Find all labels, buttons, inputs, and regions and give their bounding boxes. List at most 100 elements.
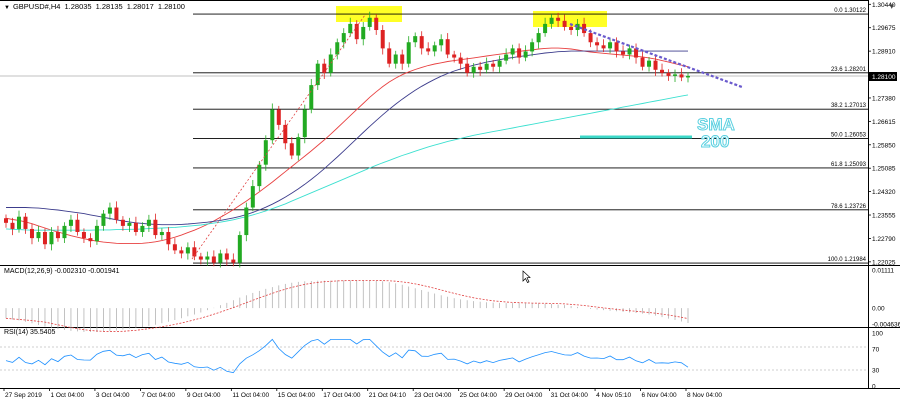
candle-body-27	[179, 250, 184, 254]
candle-body-45	[296, 137, 301, 156]
candle-body-26	[172, 244, 177, 251]
candle-body-62	[406, 42, 411, 64]
candle-body-14	[94, 225, 99, 242]
candle-body-64	[419, 36, 424, 49]
candle-body-10	[68, 219, 73, 226]
descending-trendline[interactable]	[569, 22, 743, 89]
time-tick-label-4: 9 Oct 04:00	[187, 392, 221, 399]
candle-body-28	[185, 247, 190, 254]
candle-body-105	[686, 75, 690, 78]
candle-body-0	[4, 218, 8, 223]
candle-body-38	[250, 186, 255, 208]
ma-line-0	[5, 47, 689, 245]
candle-body-92	[601, 45, 606, 49]
candle-body-100	[653, 60, 658, 70]
candle-body-24	[159, 232, 164, 236]
rsi-tick-label-2: 30	[872, 368, 880, 375]
candle-body-56	[367, 17, 372, 27]
fib-label-3: 50.0 1.26053	[831, 133, 867, 139]
candle-body-19	[127, 222, 132, 226]
candle-body-29	[192, 247, 197, 257]
candle-body-59	[387, 48, 392, 64]
candle-body-15	[101, 213, 106, 226]
candle-body-6	[42, 232, 47, 245]
candle-body-103	[673, 74, 678, 76]
candle-body-81	[530, 42, 535, 52]
quote-open: 1.28035	[64, 2, 92, 11]
candle-body-83	[543, 23, 548, 34]
candle-body-75	[491, 63, 496, 67]
candle-body-44	[289, 143, 294, 156]
rsi-tick-label-1: 70	[872, 346, 880, 353]
chart-menu-icon[interactable]: ▾	[889, 1, 894, 11]
quote-high: 1.28135	[95, 2, 123, 11]
candle-body-78	[510, 48, 515, 55]
candle-body-68	[445, 39, 450, 55]
candle-body-13	[88, 238, 93, 242]
candle-body-70	[458, 57, 463, 64]
fib-label-5: 78.6 1.23726	[831, 204, 867, 210]
candle-body-31	[205, 256, 210, 260]
fib-connector-line	[191, 14, 366, 260]
candle-body-1	[10, 222, 15, 229]
time-tick-label-2: 3 Oct 04:00	[96, 392, 130, 399]
candle-body-9	[62, 225, 67, 239]
macd-tick-label-2: -0.004636	[872, 322, 900, 329]
candle-body-86	[562, 20, 567, 27]
candle-body-50	[328, 54, 333, 73]
candle-body-58	[380, 30, 385, 49]
macd-header: MACD(12,26,9) -0.002310 -0.001941	[4, 268, 120, 275]
candle-body-52	[341, 33, 346, 43]
candle-body-22	[146, 219, 151, 226]
price-tick-label-7: 1.25085	[872, 166, 896, 173]
time-tick-label-3: 7 Oct 04:00	[141, 392, 175, 399]
candle-body-74	[484, 63, 489, 70]
candle-body-8	[55, 232, 60, 239]
current-price-tag	[869, 72, 897, 81]
candle-body-60	[393, 54, 398, 64]
candle-body-57	[374, 17, 379, 31]
candle-body-66	[432, 45, 437, 52]
candle-body-39	[257, 164, 262, 187]
candle-body-55	[361, 26, 366, 40]
candle-body-84	[549, 17, 554, 24]
candle-body-37	[244, 207, 249, 236]
time-tick-label-6: 15 Oct 04:00	[278, 392, 316, 399]
macd-signal-line	[5, 280, 689, 333]
candle-body-76	[497, 60, 502, 67]
candle-body-46	[302, 109, 307, 138]
candle-body-77	[504, 54, 509, 61]
candle-body-12	[81, 232, 86, 239]
sma200-label-top: SMA	[697, 115, 735, 134]
candle-body-53	[348, 23, 353, 34]
candle-body-35	[231, 259, 236, 263]
candle-body-71	[465, 63, 470, 73]
fib-label-0: 0.0 1.30122	[834, 8, 866, 14]
candle-body-101	[660, 69, 665, 73]
candle-body-51	[335, 42, 340, 55]
collapse-triangle-icon[interactable]: ▼	[4, 5, 10, 11]
candle-body-73	[478, 66, 483, 70]
time-tick-label-12: 31 Oct 04:00	[551, 392, 589, 399]
candle-body-94	[614, 42, 619, 52]
time-tick-label-11: 29 Oct 04:00	[505, 392, 543, 399]
candle-body-4	[29, 228, 34, 239]
candle-body-54	[354, 23, 359, 40]
time-tick-label-13: 4 Nov 05:10	[596, 392, 631, 399]
candle-body-63	[413, 36, 418, 43]
symbol-header: ▼ GBPUSD#,H4 1.28035 1.28135 1.28017 1.28100	[4, 2, 189, 11]
candle-body-36	[237, 235, 242, 263]
time-tick-label-8: 21 Oct 04:10	[369, 392, 407, 399]
time-tick-label-14: 6 Nov 04:00	[642, 392, 677, 399]
candle-body-93	[608, 42, 613, 49]
candle-body-11	[75, 219, 80, 233]
time-tick-label-1: 1 Oct 04:00	[50, 392, 84, 399]
candle-body-88	[575, 23, 580, 31]
ma-line-2	[5, 94, 689, 231]
price-tick-label-2: 1.28910	[872, 49, 896, 56]
fib-label-4: 61.8 1.25093	[831, 162, 867, 168]
candle-body-102	[666, 72, 671, 76]
sma200-label-bottom: 200	[701, 132, 729, 151]
symbol-name: GBPUSD#,H4	[12, 2, 61, 11]
